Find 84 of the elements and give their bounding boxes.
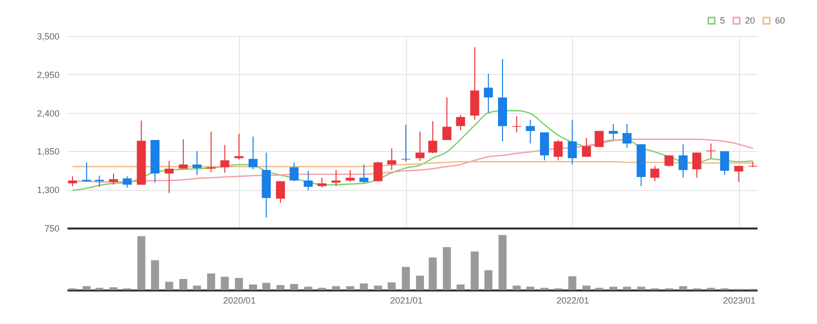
bar: [388, 282, 396, 290]
bar: [456, 284, 465, 290]
candlestick: [164, 160, 174, 194]
candlestick: [512, 116, 522, 133]
bar: [82, 286, 91, 290]
bar: [179, 279, 188, 290]
candlestick: [374, 161, 383, 182]
bar: [234, 278, 243, 290]
bar: [498, 235, 507, 290]
candlestick: [568, 119, 577, 165]
candlestick: [109, 173, 118, 186]
candlestick: [276, 180, 285, 204]
bar: [346, 286, 354, 290]
bar: [428, 258, 437, 290]
x-tick-label: 2023/01: [722, 296, 756, 306]
y-tick-label: 1,300: [36, 185, 60, 196]
legend-label: 20: [745, 16, 756, 26]
bar: [637, 286, 646, 290]
candlestick: [290, 162, 299, 182]
candlestick: [304, 170, 313, 191]
bar: [568, 276, 576, 290]
candlestick: [526, 119, 535, 144]
bar: [304, 286, 312, 290]
candlestick: [234, 133, 244, 160]
candlestick: [650, 165, 660, 182]
candlestick: [428, 120, 438, 154]
bar: [526, 286, 534, 290]
bar: [623, 286, 632, 290]
candlestick: [359, 164, 368, 184]
candlestick: [734, 165, 744, 182]
y-tick-label: 750: [44, 224, 60, 234]
candlestick: [484, 73, 493, 114]
candlestick: [622, 123, 632, 148]
bar: [249, 284, 258, 290]
candlestick: [415, 131, 424, 162]
bar: [220, 276, 229, 290]
bar: [165, 282, 174, 290]
y-tick-label: 1,850: [36, 146, 60, 157]
candlestick: [346, 170, 355, 182]
y-tick-label: 3,500: [36, 32, 60, 42]
candlestick: [678, 144, 688, 178]
candlestick: [692, 152, 702, 178]
candlestick: [554, 140, 563, 161]
candlestick: [332, 170, 341, 187]
bar: [374, 286, 382, 290]
bar: [609, 286, 618, 290]
bar: [110, 287, 118, 290]
line-series: [72, 110, 754, 191]
y-tick-label: 2,400: [36, 108, 60, 118]
legend-label: 60: [775, 16, 786, 26]
candlestick: [442, 96, 452, 141]
x-tick-label: 2022/01: [556, 296, 590, 306]
candlestick: [248, 136, 258, 170]
bar: [402, 266, 410, 290]
candlestick: [720, 150, 730, 176]
candlestick: [582, 137, 591, 158]
bar: [582, 286, 590, 290]
legend-label: 5: [720, 16, 726, 26]
bar: [207, 274, 216, 290]
bar: [192, 286, 201, 290]
y-tick-label: 2,950: [36, 70, 60, 80]
x-tick-label: 2020/01: [223, 296, 256, 306]
bar: [416, 276, 424, 290]
candlestick: [68, 176, 77, 187]
candlestick: [122, 176, 132, 188]
bar: [360, 283, 368, 290]
candlestick: [178, 138, 188, 170]
bar: [262, 282, 270, 290]
candlestick: [192, 150, 202, 176]
candlestick: [456, 114, 466, 131]
bar: [332, 286, 340, 290]
bar: [442, 247, 451, 290]
bar: [137, 236, 146, 290]
bar: [512, 286, 521, 290]
bar: [151, 260, 160, 290]
bar: [484, 270, 492, 290]
bar: [679, 286, 688, 290]
x-tick-label: 2021/01: [390, 296, 423, 306]
bar: [470, 252, 479, 290]
candlestick: [540, 132, 549, 161]
bar: [276, 285, 284, 290]
candlestick: [220, 144, 230, 174]
bar: [290, 284, 298, 290]
candlestick: [387, 148, 396, 171]
